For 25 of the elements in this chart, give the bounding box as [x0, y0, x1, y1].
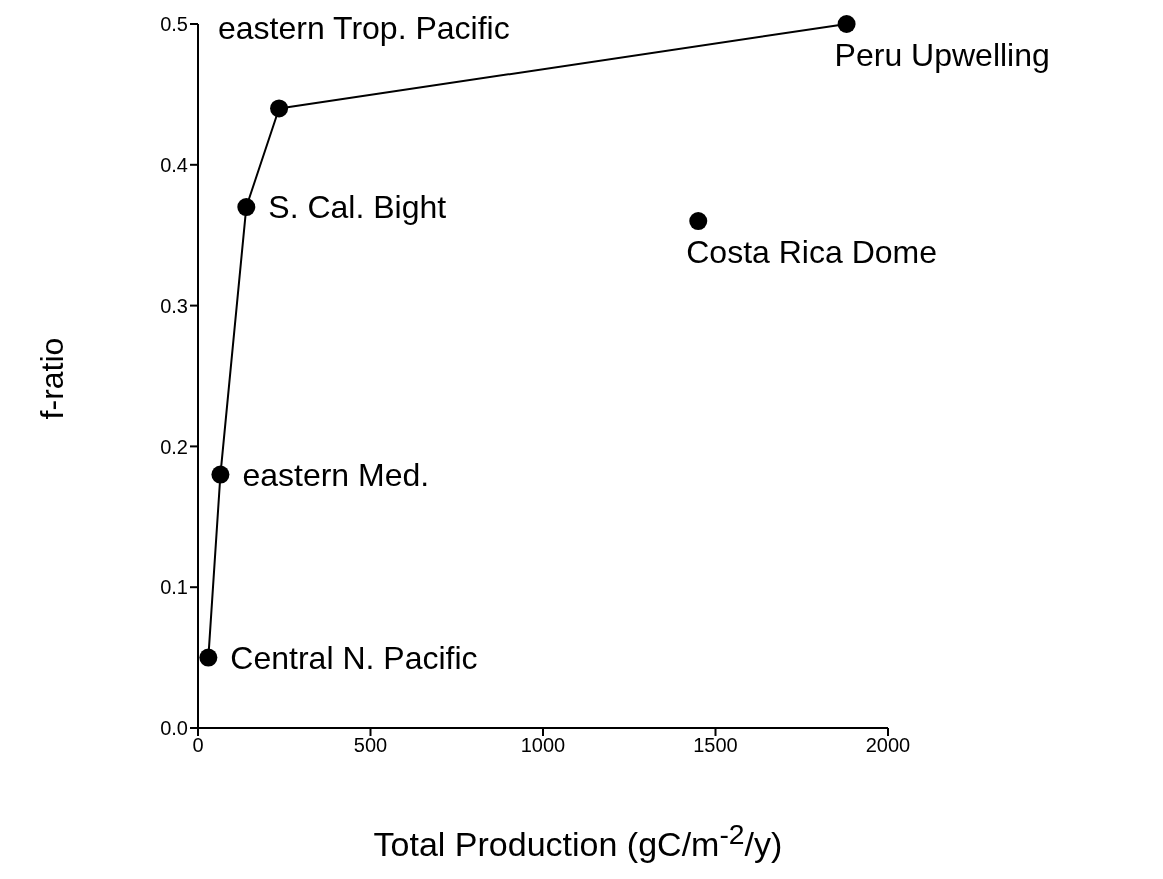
y-axis-title: f-ratio [34, 337, 72, 419]
annotation: eastern Med. [242, 456, 430, 493]
y-tick-label: 0.1 [160, 576, 188, 599]
point [689, 212, 708, 231]
annotation: S. Cal. Bight [268, 189, 447, 226]
x-tick-label: 500 [353, 734, 388, 757]
x-tick-label: 0 [192, 734, 204, 757]
point [270, 99, 289, 118]
annotation: Costa Rica Dome [686, 234, 937, 271]
y-tick-label: 0.3 [160, 294, 188, 317]
y-tick-label: 0.4 [160, 153, 188, 176]
x-tick-label: 2000 [865, 734, 911, 757]
point [211, 465, 230, 484]
y-tick-label: 0.5 [160, 13, 188, 36]
annotation: eastern Trop. Pacific [218, 10, 510, 47]
point [837, 15, 856, 33]
annotation: Peru Upwelling [834, 37, 1050, 73]
x-axis-title: Total Production (gC/m$^{-2}$/y) [372, 818, 784, 865]
x-tick-label: 1000 [520, 734, 566, 757]
x-tick-label: 1500 [693, 734, 738, 757]
point [199, 648, 218, 667]
point [237, 198, 256, 217]
y-tick-label: 0.2 [160, 435, 188, 458]
y-tick-label: 0.0 [160, 717, 188, 740]
annotation: Central N. Pacific [230, 639, 478, 676]
